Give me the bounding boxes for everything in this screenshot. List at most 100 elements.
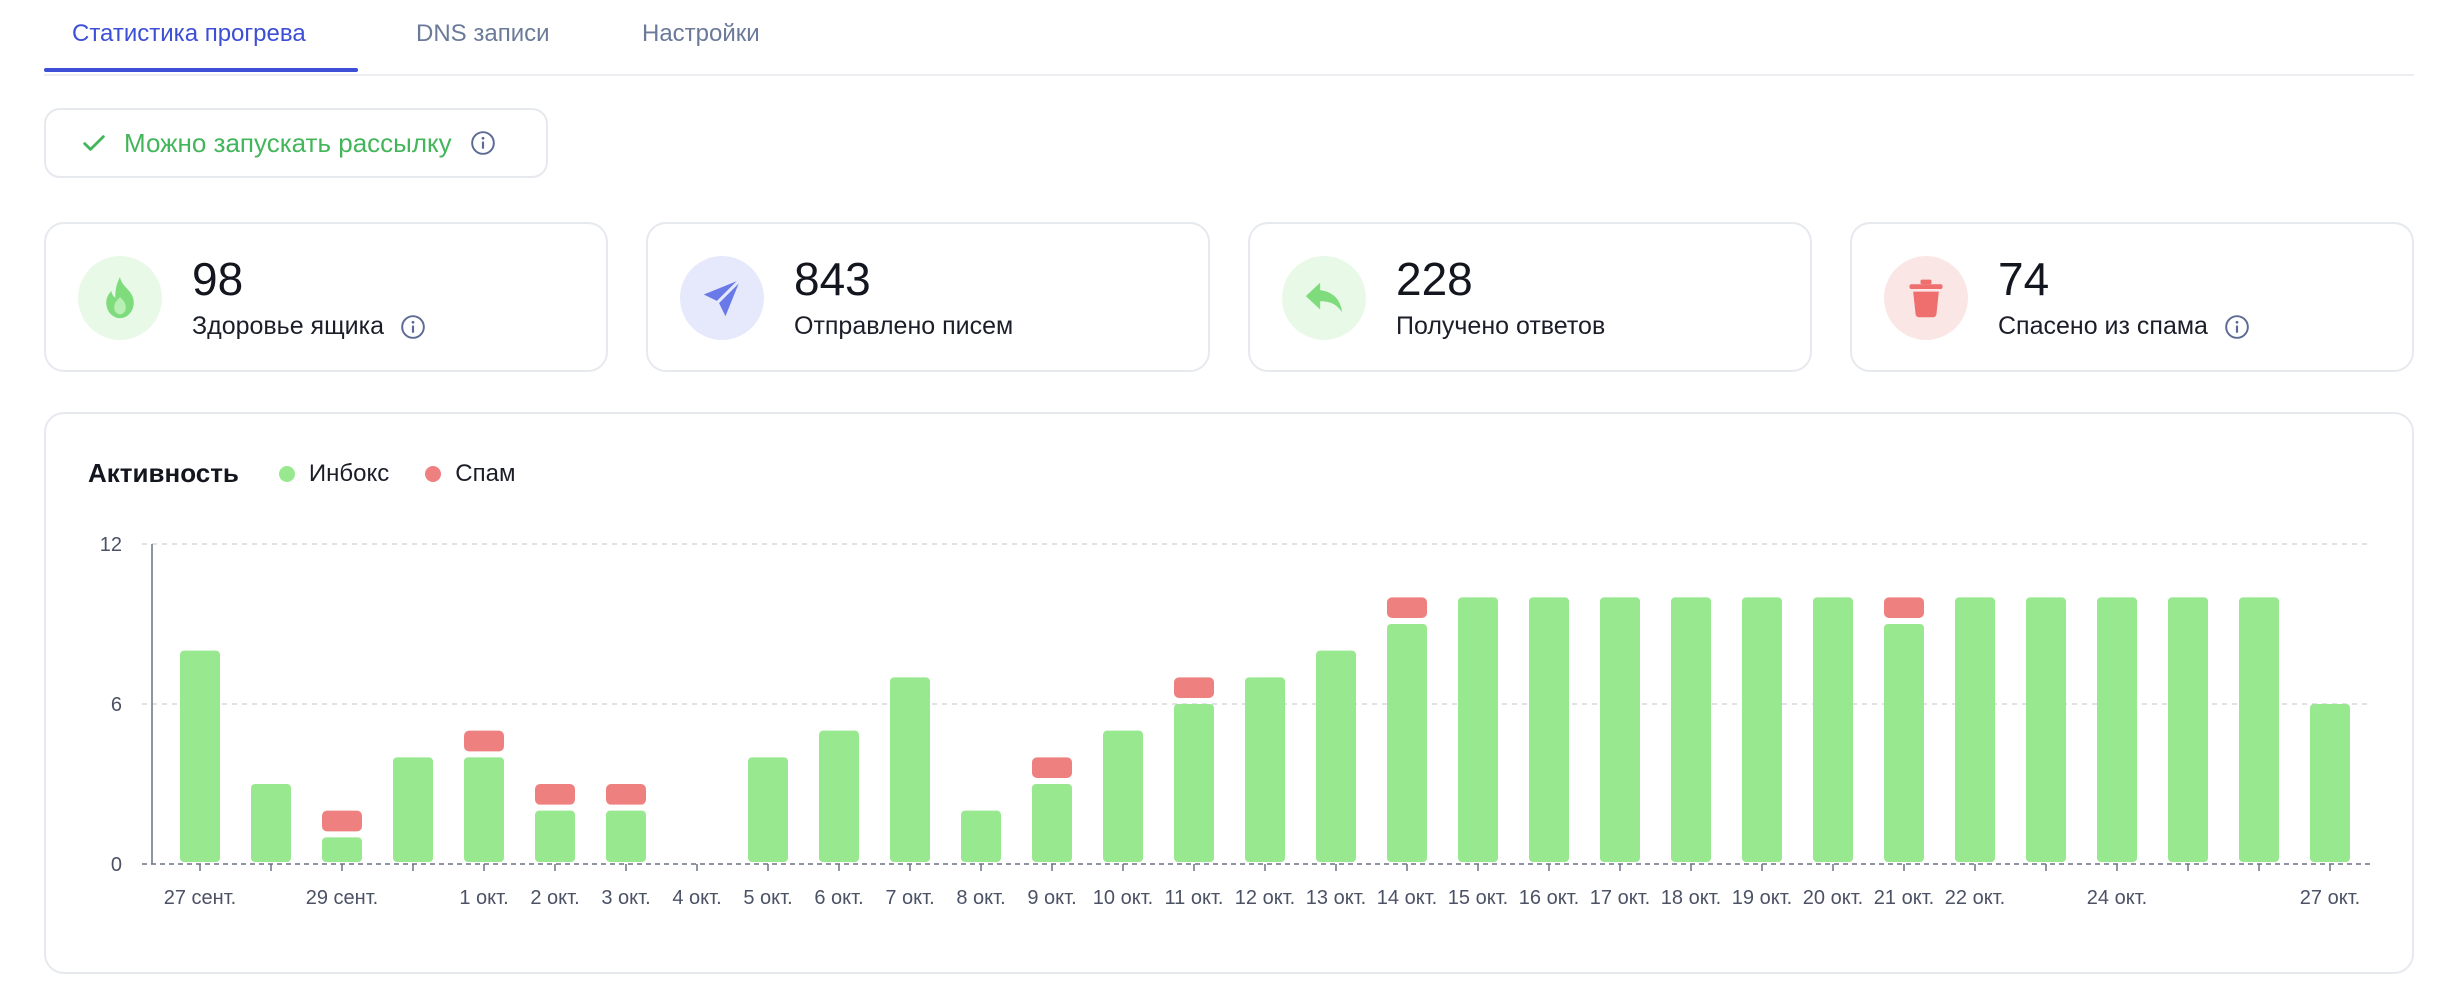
- x-tick-label: 14 окт.: [1377, 887, 1437, 909]
- stat-value: 228: [1396, 253, 1473, 305]
- x-tick-label: 7 окт.: [885, 887, 934, 909]
- x-tick-label: 27 окт.: [2300, 887, 2360, 909]
- status-banner: Можно запускать рассылку: [44, 108, 548, 178]
- flame-icon: [78, 256, 162, 340]
- bar-inbox: [1387, 624, 1427, 862]
- reply-icon: [1282, 256, 1366, 340]
- tab-dns-records[interactable]: DNS записи: [416, 20, 550, 47]
- x-tick-label: 27 сент.: [164, 887, 236, 909]
- bar-inbox: [1529, 597, 1569, 862]
- x-tick-label: 9 окт.: [1027, 887, 1076, 909]
- tab-warmup-stats[interactable]: Статистика прогрева: [72, 20, 306, 47]
- bar-spam: [606, 784, 646, 805]
- y-tick-label: 0: [111, 854, 122, 876]
- info-icon[interactable]: [2224, 314, 2250, 340]
- bar-inbox: [1600, 597, 1640, 862]
- x-tick-label: 4 окт.: [672, 887, 721, 909]
- bar-inbox: [535, 810, 575, 862]
- x-tick-label: 29 сент.: [306, 887, 378, 909]
- bar-inbox: [1245, 677, 1285, 862]
- bar-spam: [535, 784, 575, 805]
- legend-item-spam[interactable]: Спам: [425, 460, 515, 488]
- bar-inbox: [393, 757, 433, 862]
- legend-dot-spam: [425, 465, 442, 482]
- stat-value: 74: [1998, 253, 2050, 305]
- stat-label: Отправлено писем: [794, 312, 1014, 340]
- bar-spam: [322, 810, 362, 832]
- bar-inbox: [2026, 597, 2066, 862]
- chart-title: Активность: [88, 458, 239, 488]
- legend-dot-inbox: [278, 465, 295, 482]
- bar-inbox: [1316, 650, 1356, 862]
- y-tick-label: 6: [111, 694, 122, 716]
- x-tick-label: 10 окт.: [1093, 887, 1153, 909]
- legend-item-inbox[interactable]: Инбокс: [278, 459, 390, 488]
- stat-card-mailbox-health: 98 Здоровье ящика: [44, 222, 608, 372]
- bar-inbox: [1813, 597, 1853, 862]
- x-tick-label: 16 окт.: [1519, 887, 1579, 909]
- bar-inbox: [961, 810, 1001, 862]
- info-icon[interactable]: [470, 130, 496, 156]
- stat-label-row: Здоровье ящика: [192, 312, 426, 341]
- stat-card-replies-received: 228 Получено ответов: [1248, 222, 1812, 372]
- activity-chart-card: 0 6 12 27 сент. 29 сент. 1 окт. 2 окт. 3 окт. 4 …: [44, 412, 2414, 974]
- bar-inbox: [1458, 597, 1498, 862]
- x-tick-label: 3 окт.: [601, 887, 650, 909]
- info-icon[interactable]: [400, 314, 426, 340]
- tab-bar: Статистика прогрева DNS записи Настройки: [44, 0, 2414, 76]
- active-tab-indicator: [44, 68, 358, 72]
- x-tick-label: 5 окт.: [743, 887, 792, 909]
- bar-spam: [1174, 677, 1214, 698]
- x-tick-label: 21 окт.: [1874, 887, 1934, 909]
- bar-inbox: [1032, 784, 1072, 862]
- x-tick-label: 22 окт.: [1945, 887, 2005, 909]
- stat-label: Здоровье ящика: [192, 312, 385, 340]
- bar-inbox: [1955, 597, 1995, 862]
- check-icon: [83, 135, 105, 151]
- x-tick-label: 17 окт.: [1590, 887, 1650, 909]
- chart-header: Активность Инбокс Спам: [88, 458, 551, 489]
- x-tick-label: 11 окт.: [1165, 887, 1224, 909]
- stat-value: 98: [192, 253, 244, 305]
- x-tick-label: 24 окт.: [2087, 887, 2147, 909]
- x-tick-label: 1 окт.: [459, 887, 508, 909]
- bar-inbox: [251, 784, 291, 862]
- tab-settings[interactable]: Настройки: [642, 20, 760, 47]
- bar-spam: [1387, 597, 1427, 618]
- bar-inbox: [1742, 597, 1782, 862]
- x-tick-label: 19 окт.: [1732, 887, 1792, 909]
- bar-inbox: [1174, 704, 1214, 862]
- bar-spam: [1884, 597, 1924, 618]
- legend-label-inbox: Инбокс: [308, 459, 390, 487]
- bar-inbox: [748, 757, 788, 862]
- y-tick-label: 12: [100, 534, 122, 556]
- bar-inbox: [464, 757, 504, 862]
- bar-inbox: [606, 810, 646, 862]
- bar-inbox: [2239, 597, 2279, 862]
- status-text: Можно запускать рассылку: [124, 127, 452, 158]
- x-tick-label: 20 окт.: [1803, 887, 1863, 909]
- stat-label: Спасено из спама: [1998, 312, 2208, 340]
- stat-value: 843: [794, 253, 871, 305]
- stat-label-row: Получено ответов: [1396, 312, 1605, 341]
- stat-label: Получено ответов: [1396, 312, 1606, 340]
- legend-label-spam: Спам: [455, 459, 516, 487]
- bar-inbox: [1103, 730, 1143, 862]
- stat-label-row: Спасено из спама: [1998, 312, 2250, 341]
- x-tick-label: 12 окт.: [1235, 887, 1295, 909]
- stat-card-emails-sent: 843 Отправлено писем: [646, 222, 1210, 372]
- x-tick-label: 8 окт.: [956, 887, 1005, 909]
- bar-inbox: [890, 677, 930, 862]
- bar-inbox: [1884, 624, 1924, 862]
- x-tick-label: 13 окт.: [1306, 887, 1366, 909]
- bar-spam: [1032, 757, 1072, 778]
- bar-inbox: [2097, 597, 2137, 862]
- stat-card-saved-from-spam: 74 Спасено из спама: [1850, 222, 2414, 372]
- bar-spam: [464, 730, 504, 752]
- bar-inbox: [819, 730, 859, 862]
- bar-inbox: [1671, 597, 1711, 862]
- bar-inbox: [2310, 704, 2350, 862]
- bar-inbox: [180, 650, 220, 862]
- trash-icon: [1884, 256, 1968, 340]
- send-icon: [680, 256, 764, 340]
